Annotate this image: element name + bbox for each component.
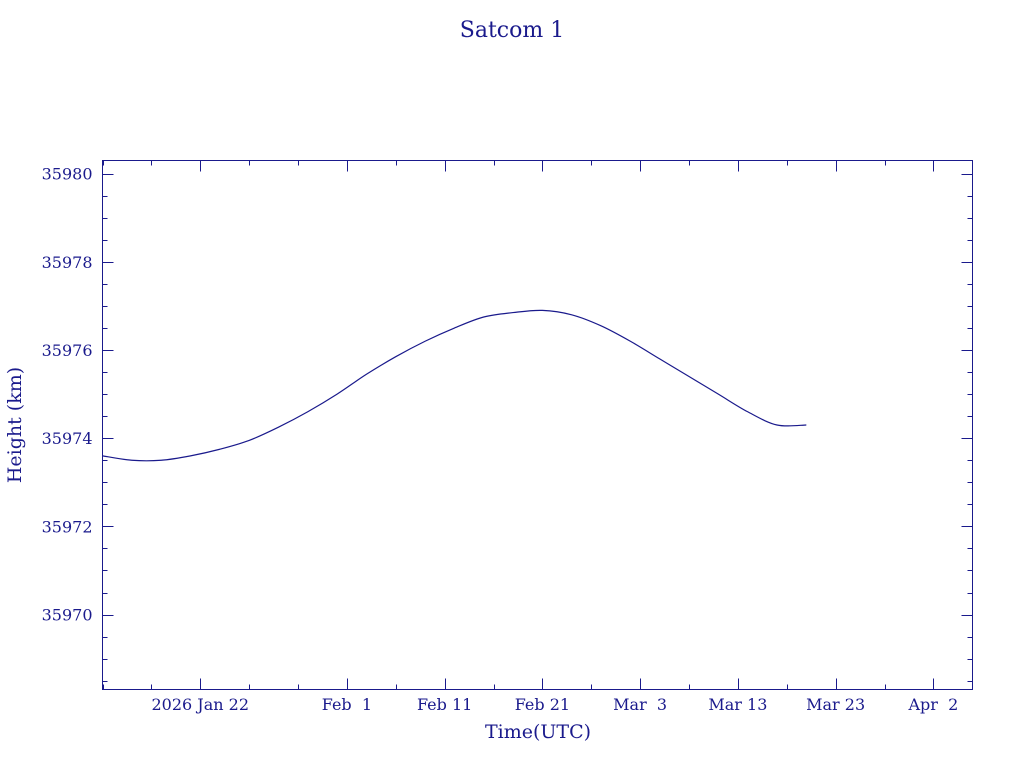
- series-layer: [102, 309, 807, 462]
- y-tick-label: 35972: [42, 517, 93, 536]
- y-axis-label: Height (km): [4, 367, 26, 483]
- x-axis: 2026 Jan 22 Feb 1 Feb 11 Feb 21 Mar 3 Mar 13 M…: [103, 160, 959, 714]
- series-line-height: [102, 309, 807, 462]
- plot-frame: [102, 160, 973, 690]
- y-tick-label: 35980: [42, 165, 93, 184]
- y-tick-label: 35978: [42, 253, 93, 272]
- x-tick-label: Mar 13: [708, 695, 767, 714]
- y-axis: 35970 35972 35974 35976 35978 35980: [42, 165, 973, 682]
- x-tick-label: Feb 11: [417, 695, 472, 714]
- x-tick-label: Apr 2: [908, 695, 959, 714]
- plot-area: 35970 35972 35974 35976 35978 35980 2026 Jan …: [42, 160, 973, 714]
- y-tick-label: 35976: [42, 341, 93, 360]
- x-tick-label: 2026 Jan 22: [151, 695, 249, 714]
- x-axis-label: Time(UTC): [485, 721, 591, 743]
- y-tick-label: 35970: [42, 606, 93, 625]
- chart-title: Satcom 1: [460, 18, 564, 43]
- x-tick-label: Mar 23: [806, 695, 865, 714]
- x-tick-label: Feb 21: [515, 695, 570, 714]
- x-tick-label: Mar 3: [613, 695, 667, 714]
- x-tick-label: Feb 1: [322, 695, 372, 714]
- y-tick-label: 35974: [42, 429, 93, 448]
